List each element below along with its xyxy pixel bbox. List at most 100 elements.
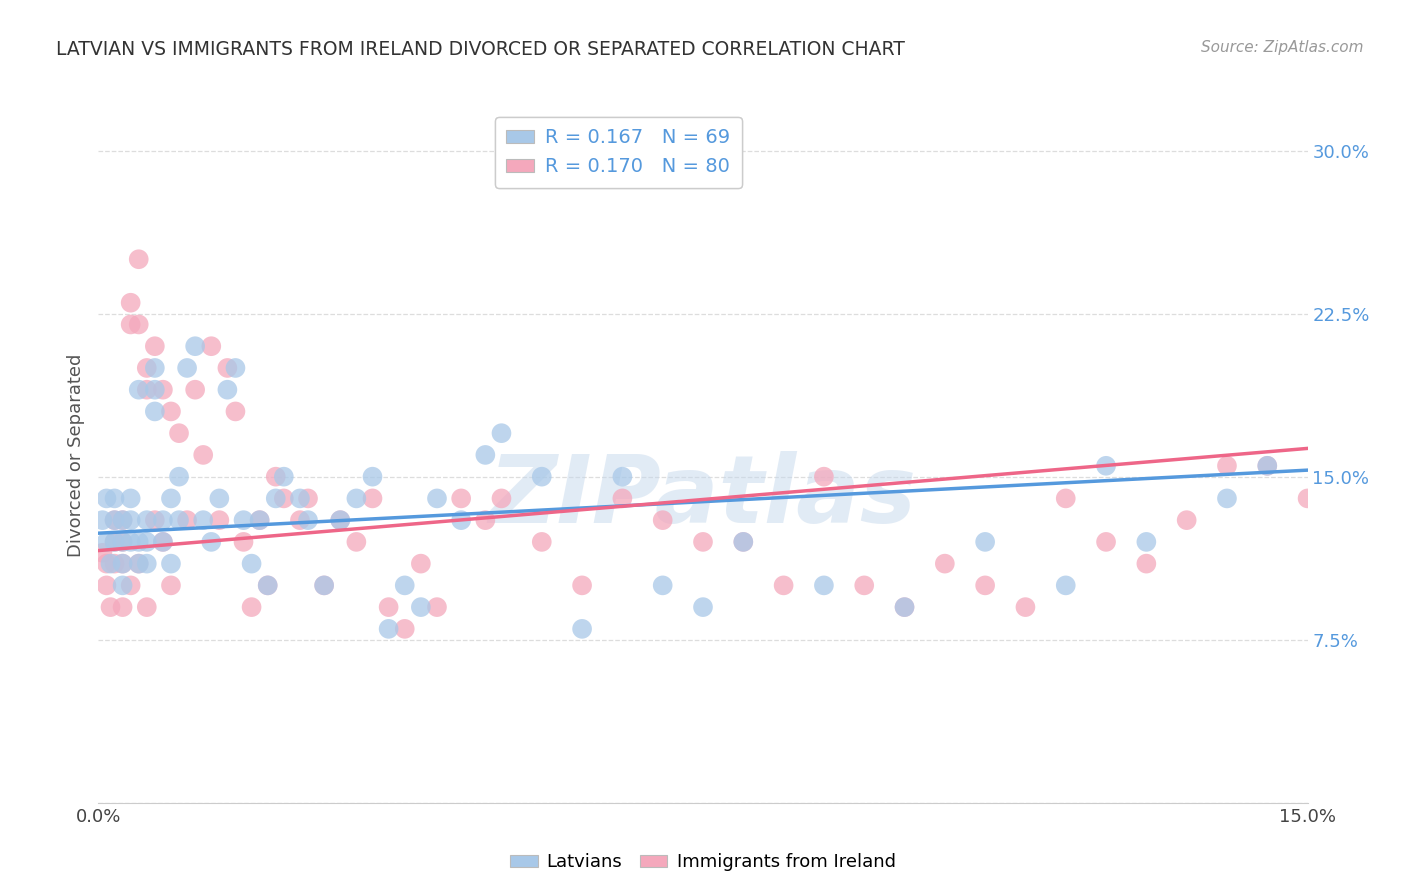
Point — [344, 491, 367, 506]
Point — [143, 404, 166, 418]
Point — [288, 513, 311, 527]
Point — [264, 491, 287, 506]
Text: LATVIAN VS IMMIGRANTS FROM IRELAND DIVORCED OR SEPARATED CORRELATION CHART: LATVIAN VS IMMIGRANTS FROM IRELAND DIVOR… — [56, 40, 905, 59]
Point — [1175, 513, 1198, 527]
Point — [128, 383, 150, 397]
Point — [120, 318, 142, 332]
Point — [111, 557, 134, 571]
Point — [1216, 458, 1239, 473]
Point — [96, 557, 118, 571]
Point — [160, 578, 183, 592]
Point — [813, 469, 835, 483]
Point — [135, 535, 157, 549]
Point — [176, 513, 198, 527]
Point — [135, 513, 157, 527]
Point — [208, 491, 231, 506]
Point — [111, 535, 134, 549]
Point — [297, 513, 319, 527]
Point — [934, 557, 956, 571]
Point — [103, 535, 125, 549]
Point — [135, 557, 157, 571]
Point — [1135, 557, 1157, 571]
Point — [103, 513, 125, 527]
Point — [1337, 513, 1360, 527]
Point — [217, 383, 239, 397]
Point — [240, 557, 263, 571]
Point — [135, 383, 157, 397]
Point — [91, 513, 114, 527]
Point — [264, 469, 287, 483]
Point — [103, 513, 125, 527]
Point — [853, 578, 876, 592]
Point — [409, 600, 432, 615]
Point — [128, 252, 150, 267]
Point — [111, 513, 134, 527]
Point — [249, 513, 271, 527]
Point — [120, 513, 142, 527]
Point — [1054, 491, 1077, 506]
Point — [128, 557, 150, 571]
Point — [491, 491, 513, 506]
Point — [377, 600, 399, 615]
Point — [152, 535, 174, 549]
Point — [120, 295, 142, 310]
Point — [974, 578, 997, 592]
Point — [111, 557, 134, 571]
Point — [772, 578, 794, 592]
Point — [100, 557, 122, 571]
Point — [813, 578, 835, 592]
Point — [143, 360, 166, 375]
Point — [200, 339, 222, 353]
Point — [1337, 458, 1360, 473]
Point — [143, 383, 166, 397]
Point — [120, 491, 142, 506]
Point — [103, 535, 125, 549]
Point — [474, 448, 496, 462]
Point — [893, 600, 915, 615]
Text: ZIPatlas: ZIPatlas — [489, 450, 917, 542]
Point — [651, 578, 673, 592]
Point — [394, 578, 416, 592]
Point — [256, 578, 278, 592]
Point — [426, 600, 449, 615]
Point — [612, 469, 634, 483]
Point — [612, 491, 634, 506]
Point — [361, 469, 384, 483]
Point — [1337, 458, 1360, 473]
Point — [1337, 458, 1360, 473]
Point — [232, 535, 254, 549]
Point — [692, 535, 714, 549]
Point — [135, 360, 157, 375]
Point — [200, 535, 222, 549]
Point — [152, 535, 174, 549]
Point — [1296, 491, 1319, 506]
Point — [1095, 458, 1118, 473]
Point — [733, 535, 755, 549]
Point — [273, 469, 295, 483]
Point — [450, 513, 472, 527]
Point — [111, 600, 134, 615]
Point — [96, 491, 118, 506]
Point — [530, 535, 553, 549]
Point — [111, 578, 134, 592]
Point — [974, 535, 997, 549]
Point — [128, 318, 150, 332]
Point — [256, 578, 278, 592]
Point — [96, 535, 118, 549]
Point — [329, 513, 352, 527]
Point — [193, 448, 215, 462]
Point — [160, 404, 183, 418]
Point — [314, 578, 336, 592]
Point — [893, 600, 915, 615]
Point — [571, 578, 593, 592]
Point — [143, 339, 166, 353]
Point — [249, 513, 271, 527]
Point — [184, 339, 207, 353]
Y-axis label: Divorced or Separated: Divorced or Separated — [67, 353, 86, 557]
Legend: Latvians, Immigrants from Ireland: Latvians, Immigrants from Ireland — [503, 847, 903, 879]
Point — [208, 513, 231, 527]
Point — [329, 513, 352, 527]
Point — [128, 535, 150, 549]
Point — [297, 491, 319, 506]
Point — [651, 513, 673, 527]
